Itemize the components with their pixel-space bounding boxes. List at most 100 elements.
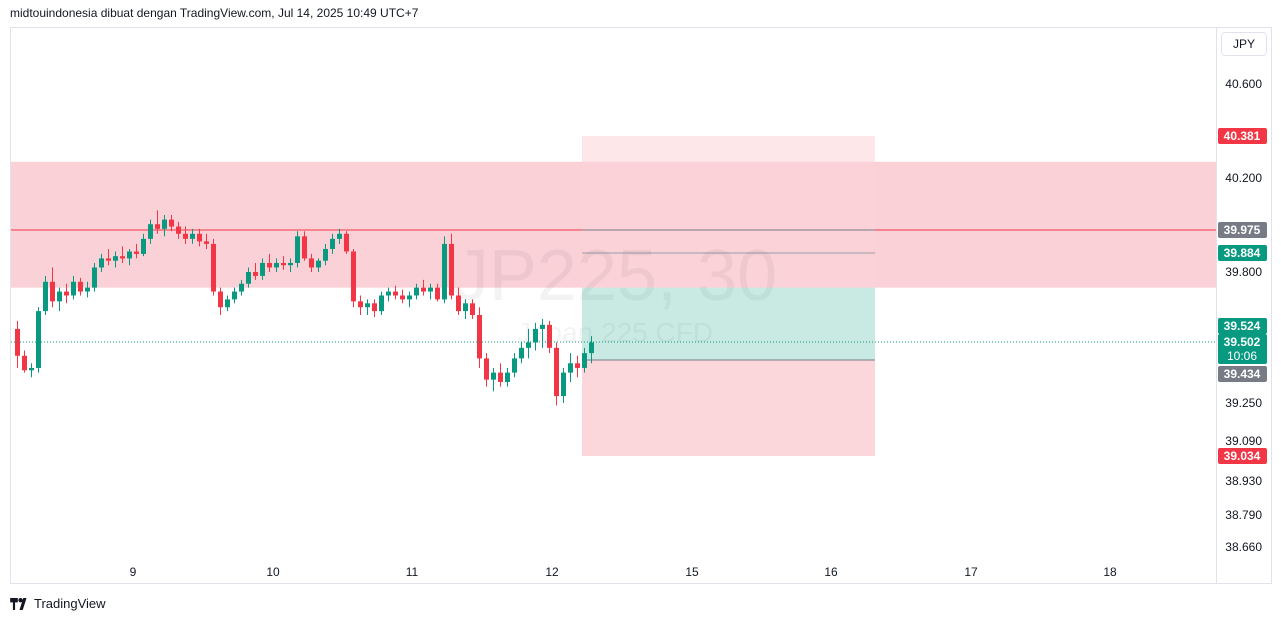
- candle-body: [190, 233, 195, 239]
- candle-body: [330, 238, 335, 249]
- candle-body: [232, 291, 237, 300]
- candle-body: [106, 258, 111, 261]
- candle-body: [295, 236, 300, 263]
- candle-body: [260, 262, 265, 276]
- footer: TradingView: [10, 596, 106, 611]
- candle-body: [456, 295, 461, 312]
- candle-body: [253, 272, 258, 276]
- candle-body: [323, 248, 328, 261]
- candle-body: [50, 281, 55, 302]
- candle-body: [407, 295, 412, 300]
- price-label-box: [1218, 128, 1267, 144]
- candle-body: [400, 295, 405, 300]
- price-label-box: [1218, 448, 1267, 464]
- candle-body: [22, 355, 27, 371]
- candle-body: [302, 236, 307, 259]
- candle-body: [211, 243, 216, 292]
- x-tick-label: 11: [406, 565, 419, 579]
- candle-body: [316, 260, 321, 268]
- candle-body: [533, 328, 538, 343]
- tradingview-logo-icon: [10, 597, 27, 610]
- watermark-name: Japan 225 CFD: [517, 317, 713, 348]
- price-label-value: 39.884: [1224, 246, 1261, 260]
- x-tick-label: 10: [266, 565, 280, 579]
- candle-body: [274, 262, 279, 268]
- x-tick-label: 15: [685, 565, 699, 579]
- candle-body: [127, 251, 132, 259]
- price-label-box: [1218, 245, 1267, 261]
- candle-body: [393, 291, 398, 296]
- candle-body: [288, 262, 293, 266]
- candle-body: [421, 287, 426, 292]
- candle-body: [148, 224, 153, 239]
- y-tick-label: 39.800: [1225, 265, 1262, 279]
- candle-body: [449, 243, 454, 296]
- candle-body: [540, 324, 545, 329]
- candle-body: [197, 233, 202, 242]
- candle-body: [568, 363, 573, 373]
- candle-body: [379, 295, 384, 312]
- chart-header: midtouindonesia dibuat dengan TradingVie…: [10, 6, 419, 20]
- candle-body: [246, 272, 251, 284]
- candle-body: [141, 238, 146, 254]
- y-tick-label: 40.600: [1225, 77, 1262, 91]
- price-label-value: 39.975: [1224, 223, 1261, 237]
- candle-body: [554, 347, 559, 396]
- candle-body: [183, 233, 188, 239]
- y-tick-label: 38.790: [1225, 508, 1262, 522]
- candle-body: [484, 358, 489, 380]
- candle-body: [85, 287, 90, 292]
- candle-body: [64, 291, 69, 296]
- x-tick-label: 16: [824, 565, 838, 579]
- stop-zone-lower: [582, 360, 875, 456]
- candle-body: [162, 219, 167, 229]
- candle-body: [309, 258, 314, 268]
- y-tick-label: 40.200: [1225, 171, 1262, 185]
- candle-body: [29, 367, 34, 371]
- x-tick-label: 9: [130, 565, 137, 579]
- candle-body: [561, 372, 566, 396]
- candle-body: [78, 281, 83, 292]
- candle-body: [519, 347, 524, 359]
- y-tick-label: 38.660: [1225, 540, 1262, 554]
- candle-body: [547, 324, 552, 348]
- currency-button[interactable]: JPY: [1221, 32, 1267, 56]
- candle-body: [582, 353, 587, 368]
- x-tick-label: 18: [1103, 565, 1117, 579]
- price-label-box: [1218, 366, 1267, 382]
- candle-body: [267, 262, 272, 268]
- y-tick-label: 39.250: [1225, 396, 1262, 410]
- candle-body: [36, 311, 41, 368]
- watermark-symbol: JP225, 30: [453, 236, 777, 316]
- plot-area[interactable]: [10, 27, 1216, 584]
- candle-body: [218, 291, 223, 308]
- price-label-value: 39.502: [1224, 335, 1261, 349]
- candle-body: [435, 287, 440, 300]
- candle-body: [204, 241, 209, 244]
- price-label-countdown: 10:06: [1227, 349, 1257, 363]
- candle-body: [134, 251, 139, 254]
- candle-body: [365, 303, 370, 308]
- price-label-box: [1218, 334, 1267, 364]
- y-tick-label: 38.930: [1225, 474, 1262, 488]
- candle-body: [358, 301, 363, 308]
- candle-body: [344, 233, 349, 252]
- candle-body: [239, 283, 244, 292]
- candle-body: [575, 363, 580, 368]
- candle-body: [372, 303, 377, 312]
- candle-body: [43, 281, 48, 312]
- price-label-value: 39.034: [1224, 449, 1261, 463]
- footer-brand: TradingView: [34, 596, 106, 611]
- price-axis[interactable]: [1216, 27, 1272, 584]
- candle-body: [351, 251, 356, 302]
- y-tick-label: 39.090: [1225, 434, 1262, 448]
- candle-body: [155, 224, 160, 229]
- x-tick-label: 12: [545, 565, 559, 579]
- candle-body: [498, 372, 503, 382]
- candle-body: [71, 281, 76, 296]
- candle-body: [463, 303, 468, 312]
- candle-body: [477, 315, 482, 359]
- candle-body: [225, 299, 230, 308]
